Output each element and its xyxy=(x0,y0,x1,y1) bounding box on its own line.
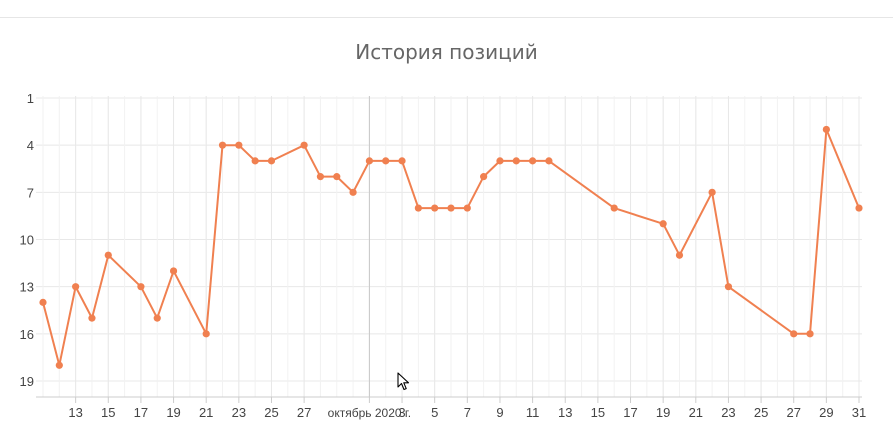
data-point xyxy=(316,173,325,181)
x-tick-label: 15 xyxy=(101,405,115,420)
x-tick-label: 11 xyxy=(526,405,540,420)
y-tick-label: 19 xyxy=(20,374,34,389)
x-tick-label: 15 xyxy=(591,405,605,420)
data-point xyxy=(88,314,96,322)
x-tick-label: 17 xyxy=(623,405,637,420)
data-point xyxy=(153,314,161,322)
data-point xyxy=(708,188,716,196)
data-point xyxy=(349,188,357,196)
data-point xyxy=(496,157,504,165)
chart-title: История позиций xyxy=(355,40,538,64)
x-tick-label: 13 xyxy=(68,405,82,420)
x-tick-label: 17 xyxy=(134,405,148,420)
data-point xyxy=(169,267,178,275)
x-tick-label: 21 xyxy=(199,405,213,420)
data-point xyxy=(398,157,406,165)
x-tick-label: 29 xyxy=(819,405,833,420)
data-point xyxy=(480,173,488,181)
data-point xyxy=(675,251,684,259)
data-point xyxy=(447,204,455,212)
x-tick-label: 13 xyxy=(558,405,572,420)
x-tick-label: 25 xyxy=(264,405,278,420)
data-point xyxy=(463,204,471,212)
data-point xyxy=(822,125,830,134)
data-point xyxy=(431,204,439,212)
x-tick-label: 23 xyxy=(721,405,735,420)
data-point xyxy=(300,141,308,149)
data-point xyxy=(659,220,667,228)
y-tick-label: 4 xyxy=(27,138,34,153)
x-tick-label: 5 xyxy=(431,405,438,420)
data-point xyxy=(202,330,210,338)
top-divider xyxy=(0,17,893,18)
y-tick-label: 16 xyxy=(20,327,34,342)
data-point xyxy=(806,330,814,338)
x-tick-label: 23 xyxy=(232,405,246,420)
data-point xyxy=(365,157,373,165)
x-tick-label: 19 xyxy=(656,405,670,420)
data-point xyxy=(333,173,341,181)
data-point xyxy=(790,330,798,338)
x-tick-label: 19 xyxy=(166,405,180,420)
data-point xyxy=(382,157,390,165)
data-point xyxy=(72,283,80,291)
data-point xyxy=(39,298,47,306)
data-point xyxy=(55,361,63,369)
data-point xyxy=(512,157,520,165)
data-point xyxy=(545,157,553,165)
x-tick-label: 25 xyxy=(754,405,768,420)
data-point xyxy=(414,204,422,212)
y-tick-label: 7 xyxy=(27,185,34,200)
data-point xyxy=(137,283,145,291)
data-point xyxy=(610,204,618,212)
x-tick-label: 27 xyxy=(297,405,311,420)
data-point xyxy=(529,157,537,165)
data-point xyxy=(251,157,259,165)
x-tick-label: 21 xyxy=(689,405,703,420)
y-tick-label: 13 xyxy=(20,280,34,295)
x-tick-label: 31 xyxy=(852,405,866,420)
data-point xyxy=(235,141,243,149)
x-tick-label: 9 xyxy=(496,405,503,420)
data-point xyxy=(267,157,276,165)
x-tick-label: 3 xyxy=(398,405,405,420)
x-tick-label: октябрь 2020 г. xyxy=(328,406,411,420)
data-point xyxy=(855,204,863,212)
data-point xyxy=(104,251,112,259)
mouse-cursor-icon xyxy=(397,372,410,391)
x-tick-label: 7 xyxy=(464,405,471,420)
x-tick-label: 27 xyxy=(786,405,800,420)
data-point xyxy=(218,141,227,149)
data-point xyxy=(724,283,733,291)
series-line xyxy=(42,128,860,367)
y-tick-label: 1 xyxy=(27,91,34,106)
y-tick-label: 10 xyxy=(20,233,34,248)
